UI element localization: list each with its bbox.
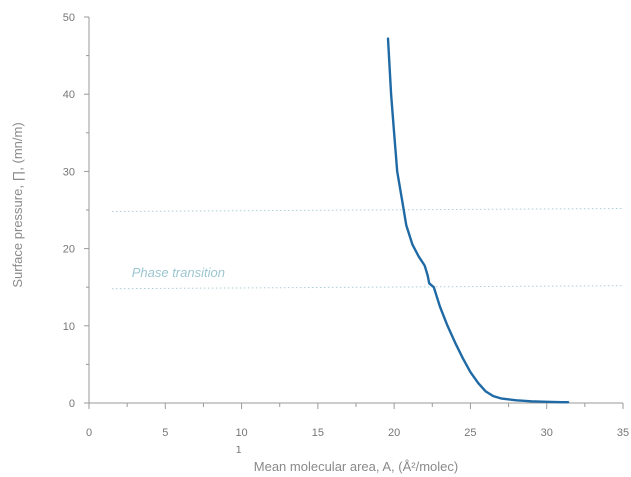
y-tick-label: 10 [63, 321, 75, 333]
x-tick-label: 5 [162, 427, 168, 439]
annotations: Phase transition [132, 265, 225, 280]
reference-line [111, 285, 624, 290]
reference-line [111, 208, 624, 212]
x-ticks: 0 5 10 15 20 25 30 35 [86, 403, 629, 439]
x-tick-label: 25 [464, 427, 476, 439]
y-tick-label: 0 [69, 398, 75, 410]
x-tick-label: 0 [86, 427, 92, 439]
x-tick-label: 10 [235, 427, 247, 439]
x-axis-title: Mean molecular area, A, (Å²/molec) [254, 459, 458, 474]
y-tick-label: 30 [63, 166, 75, 178]
annotation-phase-transition: Phase transition [132, 265, 225, 280]
y-tick-label: 50 [63, 12, 75, 24]
stray-tick-label: 1 [236, 445, 242, 456]
x-tick-label: 30 [541, 427, 553, 439]
series-line-isotherm [386, 37, 570, 404]
y-axis-title: Surface pressure, ∏, (mn/m) [10, 122, 25, 287]
y-tick-label: 20 [63, 244, 75, 256]
x-tick-label: 15 [312, 427, 324, 439]
x-tick-label: 35 [617, 427, 629, 439]
x-tick-label: 20 [388, 427, 400, 439]
y-ticks: 0 10 20 30 40 50 [63, 12, 89, 410]
reference-lines [111, 208, 624, 290]
y-tick-label: 40 [63, 89, 75, 101]
